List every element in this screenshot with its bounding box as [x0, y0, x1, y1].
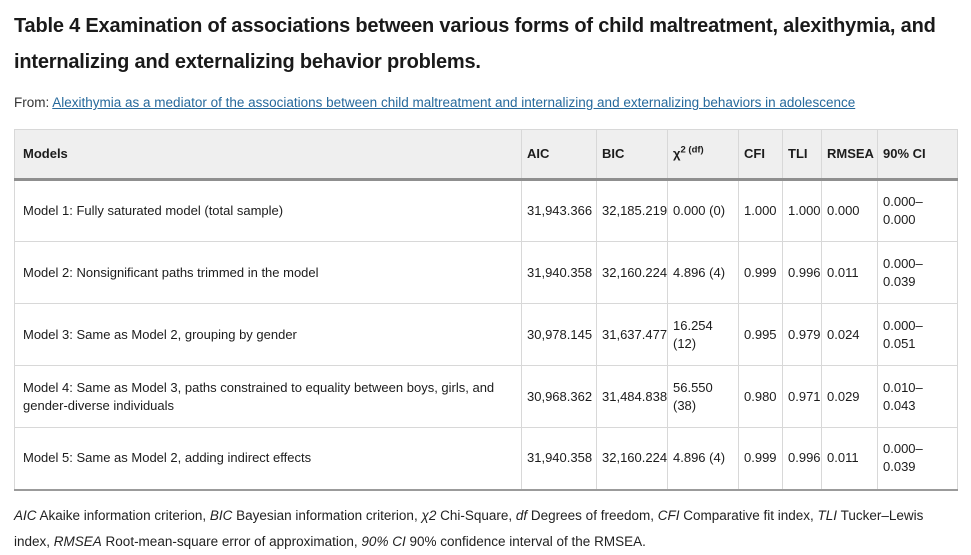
- cell-chi2-df: 56.550 (38): [667, 365, 739, 428]
- footnote-desc: 90% confidence interval of the RMSEA.: [405, 533, 646, 549]
- cell-tli: 0.971: [782, 365, 822, 428]
- cell-cfi: 1.000: [738, 179, 783, 242]
- table-row: Model 1: Fully saturated model (total sa…: [14, 179, 958, 242]
- cell-rmsea: 0.029: [821, 365, 878, 428]
- column-header-tli: TLI: [782, 129, 822, 181]
- footnote-term: χ2: [421, 507, 437, 523]
- cell-aic: 31,940.358: [521, 241, 597, 304]
- footnote-desc: Root-mean-square error of approximation,: [101, 533, 362, 549]
- cell-cfi: 0.999: [738, 241, 783, 304]
- cell-chi2-df: 16.254 (12): [667, 303, 739, 366]
- footnote-term: TLI: [817, 507, 838, 523]
- cell-bic: 32,160.224: [596, 241, 668, 304]
- cell-rmsea: 0.024: [821, 303, 878, 366]
- table-row: Model 4: Same as Model 3, paths constrai…: [14, 365, 958, 428]
- source-article-link[interactable]: Alexithymia as a mediator of the associa…: [52, 95, 856, 110]
- cell-model: Model 1: Fully saturated model (total sa…: [14, 179, 522, 242]
- column-header-rmsea: RMSEA: [821, 129, 878, 181]
- cell-rmsea: 0.011: [821, 241, 878, 304]
- cell-90ci: 0.000–0.039: [877, 241, 958, 304]
- cell-bic: 31,484.838: [596, 365, 668, 428]
- cell-model: Model 5: Same as Model 2, adding indirec…: [14, 427, 522, 491]
- footnote-desc: Chi-Square,: [436, 507, 516, 523]
- footnote-term: df: [515, 507, 528, 523]
- cell-bic: 31,637.477: [596, 303, 668, 366]
- header-row: Models AIC BIC χ2 (df) CFI TLI RMSEA 90%…: [14, 129, 958, 181]
- cell-chi2-df: 4.896 (4): [667, 427, 739, 491]
- table-row: Model 3: Same as Model 2, grouping by ge…: [14, 303, 958, 366]
- footnote-desc: Akaike information criterion,: [36, 507, 210, 523]
- model-fit-table: Models AIC BIC χ2 (df) CFI TLI RMSEA 90%…: [14, 129, 958, 491]
- cell-chi2-df: 0.000 (0): [667, 179, 739, 242]
- column-header-90ci: 90% CI: [877, 129, 958, 181]
- table-row: Model 2: Nonsignificant paths trimmed in…: [14, 241, 958, 304]
- footnote-desc: Bayesian information criterion,: [232, 507, 422, 523]
- cell-model: Model 3: Same as Model 2, grouping by ge…: [14, 303, 522, 366]
- cell-bic: 32,185.219: [596, 179, 668, 242]
- cell-model: Model 4: Same as Model 3, paths constrai…: [14, 365, 522, 428]
- footnote-term: RMSEA: [53, 533, 102, 549]
- footnote-term: AIC: [14, 507, 37, 523]
- source-line: From: Alexithymia as a mediator of the a…: [14, 95, 957, 110]
- footnote-desc: Degrees of freedom,: [527, 507, 658, 523]
- table-row: Model 5: Same as Model 2, adding indirec…: [14, 427, 958, 491]
- cell-90ci: 0.000–0.039: [877, 427, 958, 491]
- cell-cfi: 0.995: [738, 303, 783, 366]
- column-header-chi-square-df: χ2 (df): [667, 129, 739, 181]
- column-header-cfi: CFI: [738, 129, 783, 181]
- column-header-bic: BIC: [596, 129, 668, 181]
- cell-90ci: 0.010–0.043: [877, 365, 958, 428]
- chi-symbol: χ: [673, 146, 681, 161]
- cell-model: Model 2: Nonsignificant paths trimmed in…: [14, 241, 522, 304]
- cell-90ci: 0.000–0.051: [877, 303, 958, 366]
- footnote-term: 90% CI: [361, 533, 406, 549]
- table-footnote: AIC Akaike information criterion, BIC Ba…: [14, 503, 957, 555]
- chi-superscript: 2 (df): [680, 144, 704, 156]
- cell-tli: 0.996: [782, 427, 822, 491]
- cell-tli: 1.000: [782, 179, 822, 242]
- column-header-aic: AIC: [521, 129, 597, 181]
- cell-aic: 31,940.358: [521, 427, 597, 491]
- from-label: From:: [14, 95, 50, 110]
- cell-cfi: 0.980: [738, 365, 783, 428]
- table-body: Model 1: Fully saturated model (total sa…: [14, 179, 958, 491]
- footnote-term: BIC: [209, 507, 233, 523]
- cell-bic: 32,160.224: [596, 427, 668, 491]
- column-header-models: Models: [14, 129, 522, 181]
- footnote-desc: Comparative fit index,: [679, 507, 818, 523]
- table-header: Models AIC BIC χ2 (df) CFI TLI RMSEA 90%…: [14, 129, 958, 181]
- cell-cfi: 0.999: [738, 427, 783, 491]
- cell-aic: 30,978.145: [521, 303, 597, 366]
- cell-tli: 0.979: [782, 303, 822, 366]
- cell-rmsea: 0.011: [821, 427, 878, 491]
- cell-aic: 31,943.366: [521, 179, 597, 242]
- cell-tli: 0.996: [782, 241, 822, 304]
- cell-chi2-df: 4.896 (4): [667, 241, 739, 304]
- page-title: Table 4 Examination of associations betw…: [14, 15, 936, 73]
- cell-90ci: 0.000–0.000: [877, 179, 958, 242]
- footnote-term: CFI: [657, 507, 680, 523]
- cell-aic: 30,968.362: [521, 365, 597, 428]
- cell-rmsea: 0.000: [821, 179, 878, 242]
